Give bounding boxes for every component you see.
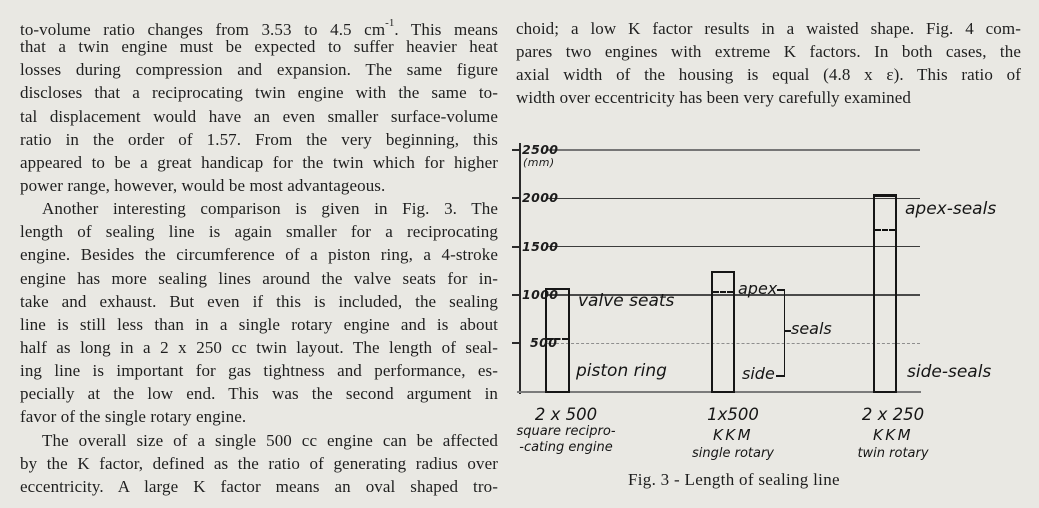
text-line: ing line is important for gas tightness … [20, 361, 498, 381]
gridline-1500 [546, 245, 920, 248]
y-axis [519, 143, 521, 394]
text-line: that a twin engine must be expected to s… [20, 37, 498, 57]
seals-label: seals [791, 319, 832, 338]
left-column: to-volume ratio changes from 3.53 to 4.5… [20, 12, 498, 498]
side-seals-label: side-seals [907, 362, 992, 382]
apex-seals-label: apex-seals [905, 199, 997, 219]
figure-caption: Fig. 3 - Length of sealing line [628, 470, 840, 489]
text-line: tal displacement would have an even smal… [20, 106, 498, 126]
bar-2-divider [712, 291, 733, 294]
text-line: line is still less than in a single rota… [20, 314, 498, 334]
seals-bracket-bottom-nub [776, 375, 785, 378]
y-tick-label: 2500 [522, 142, 559, 157]
text-line: width over eccentricity has been very ca… [516, 88, 912, 108]
text-line: engine. Besides the circumference of a p… [20, 245, 498, 265]
bar-1 [545, 288, 570, 393]
text-line: appeared to be a great handicap for the … [20, 152, 498, 172]
y-tick-label: 1500 [522, 238, 559, 254]
side-label: side [742, 364, 775, 383]
text-line: Another interesting comparison is given … [42, 199, 498, 219]
text-line: length of sealing line is again smaller … [20, 222, 498, 242]
text-line: discloses that a reciprocating twin engi… [20, 83, 498, 103]
x-category-1-line1: 2 x 500 [534, 405, 598, 424]
y-tick [512, 342, 520, 345]
text-line: eccentricity. A large K factor means an … [20, 476, 498, 496]
text-line: take and exhaust. But even if this is in… [20, 291, 498, 311]
valve-seats-label: valve seats [578, 291, 675, 311]
x-category-2-line3: single rotary [691, 446, 775, 461]
text-line: to-volume ratio changes from 3.53 to 4.5… [20, 12, 498, 39]
seals-bracket-mid-dash [785, 330, 791, 332]
bar-3 [873, 193, 897, 393]
y-tick [512, 294, 520, 296]
text-line-part: . This means [394, 20, 498, 39]
gridline-2500 [546, 149, 920, 152]
y-tick [512, 149, 520, 151]
seals-bracket-line [783, 289, 786, 377]
x-category-3-line3: twin rotary [857, 446, 929, 461]
text-line: pares two engines with extreme K factors… [516, 42, 1021, 62]
text-line: choid; a low K factor results in a waist… [516, 19, 1021, 38]
x-category-3-line1: 2 x 250 [861, 405, 925, 424]
text-line: axial width of the housing is equal (4.8… [516, 65, 1021, 85]
x-category-2-line2: KKM [712, 426, 754, 444]
y-tick-label: 2000 [522, 190, 559, 206]
apex-label: apex [738, 279, 778, 298]
x-category-1-line2: square recipro- [516, 424, 616, 439]
text-line: ratio in the order of 1.57. From the ver… [20, 129, 498, 149]
seals-bracket-top-nub [777, 289, 785, 291]
y-tick-label: 1000 [522, 287, 559, 303]
text-line: pecially at the low end. This was the se… [20, 384, 498, 404]
text-line: The overall size of a single 500 cc engi… [42, 430, 498, 450]
bar-2 [710, 270, 735, 393]
x-category-2-line1: 1x500 [707, 405, 759, 424]
piston-ring-label: piston ring [576, 361, 667, 381]
x-category-3-line2: KKM [872, 426, 914, 444]
gridline-2000 [546, 197, 920, 200]
text-line: engine has more sealing lines around the… [20, 268, 498, 288]
right-column: choid; a low K factor results in a waist… [516, 17, 1021, 110]
x-category-1-line3: -cating engine [519, 440, 613, 455]
y-axis-unit-label: (mm) [523, 156, 555, 169]
bar-1-divider [547, 338, 568, 340]
text-line: losses during compression and expansion.… [20, 60, 498, 80]
y-tick [512, 197, 520, 200]
bar-3-divider [875, 229, 895, 232]
text-line: power range, however, would be most adva… [20, 175, 386, 195]
text-line: by the K factor, defined as the ratio of… [20, 453, 498, 473]
y-tick [512, 245, 520, 248]
superscript-exponent: -1 [385, 17, 395, 29]
text-line: half as long in a 2 x 250 cc twin layout… [20, 337, 498, 357]
text-line: favor of the single rotary engine. [20, 407, 247, 427]
text-line-part: to-volume ratio changes from 3.53 to 4.5… [20, 20, 386, 39]
